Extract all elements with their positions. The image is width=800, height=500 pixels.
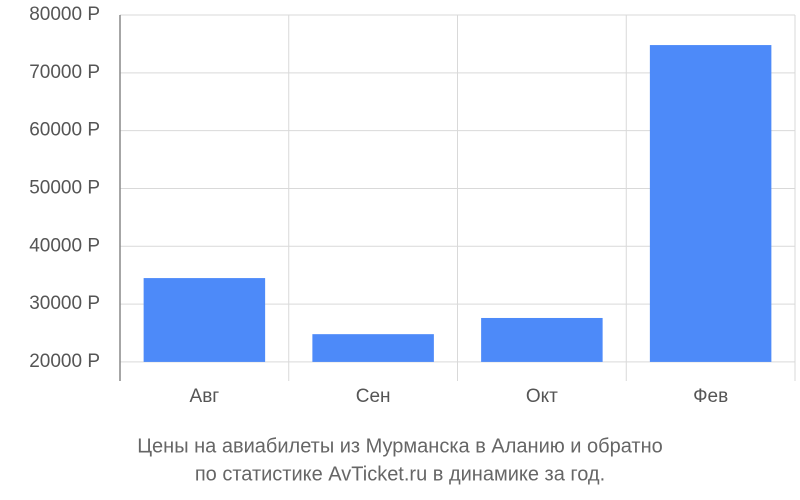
- y-tick-label: 30000 Р: [29, 293, 100, 314]
- chart-subtitle: по статистике AvTicket.ru в динамике за …: [195, 463, 605, 485]
- bar: [649, 45, 772, 362]
- bar: [312, 334, 434, 362]
- y-tick-label: 70000 Р: [29, 62, 100, 83]
- x-tick-label: Авг: [190, 386, 220, 407]
- bar: [481, 317, 603, 362]
- x-tick-label: Сен: [356, 386, 391, 407]
- y-tick-label: 80000 Р: [29, 4, 100, 25]
- y-tick-label: 50000 Р: [29, 177, 100, 198]
- bar: [143, 278, 266, 362]
- y-tick-label: 60000 Р: [29, 120, 100, 141]
- x-tick-label: Фев: [693, 386, 728, 407]
- chart-title: Цены на авиабилеты из Мурманска в Аланию…: [137, 435, 663, 457]
- y-tick-label: 40000 Р: [29, 235, 100, 256]
- x-tick-label: Окт: [526, 386, 558, 407]
- y-tick-label: 20000 Р: [29, 351, 100, 372]
